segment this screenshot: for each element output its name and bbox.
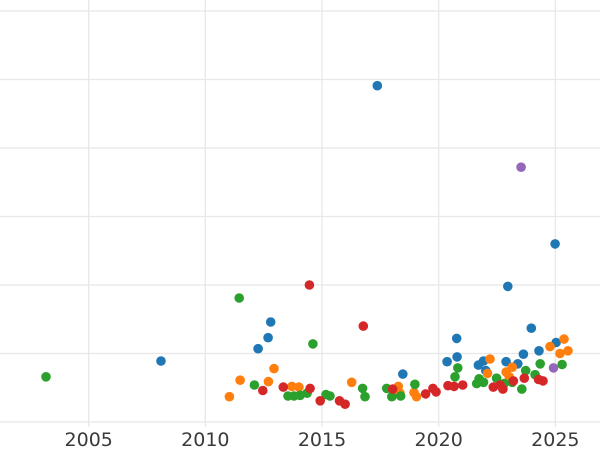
data-point-green xyxy=(387,391,397,402)
data-point-red xyxy=(304,280,315,290)
data-point-green xyxy=(360,391,370,402)
data-point-orange xyxy=(269,363,279,374)
data-point-blue xyxy=(518,349,529,360)
x-tick-label: 2020 xyxy=(415,429,463,450)
data-point-green xyxy=(520,365,531,376)
data-point-blue xyxy=(442,356,452,367)
x-tick-label: 2015 xyxy=(298,429,346,450)
data-point-orange xyxy=(346,377,357,388)
data-point-green xyxy=(557,359,567,370)
data-point-red xyxy=(420,389,431,399)
data-point-red xyxy=(457,380,468,390)
data-point-blue xyxy=(263,332,273,343)
data-point-purple xyxy=(548,363,559,373)
data-point-green xyxy=(325,391,335,401)
data-point-green xyxy=(234,293,244,303)
x-tick-label: 2025 xyxy=(531,429,579,450)
data-point-orange xyxy=(224,391,235,402)
data-point-red xyxy=(315,396,326,406)
data-point-green xyxy=(478,377,489,388)
data-point-green xyxy=(450,372,460,382)
data-point-blue xyxy=(265,317,276,327)
data-point-green xyxy=(410,379,420,390)
data-point-red xyxy=(358,321,369,331)
data-point-blue xyxy=(501,356,511,367)
data-point-green xyxy=(517,384,527,394)
data-point-orange xyxy=(559,334,569,344)
data-point-orange xyxy=(482,368,493,379)
data-point-red xyxy=(387,384,398,394)
data-point-green xyxy=(535,359,545,369)
data-point-orange xyxy=(411,391,422,402)
data-point-blue xyxy=(452,352,462,362)
data-point-red xyxy=(305,383,315,394)
data-point-blue xyxy=(534,346,544,356)
data-point-red xyxy=(258,385,268,396)
data-point-orange xyxy=(235,375,245,386)
data-point-blue xyxy=(503,281,513,292)
data-point-green xyxy=(41,372,51,382)
data-point-red xyxy=(519,373,530,384)
data-point-blue xyxy=(156,356,166,366)
data-point-blue xyxy=(398,369,408,379)
x-tick-label: 2005 xyxy=(65,429,113,450)
data-point-green xyxy=(357,383,368,394)
data-point-blue xyxy=(550,239,560,249)
data-point-purple xyxy=(516,162,526,172)
data-point-red xyxy=(278,382,289,392)
data-point-orange xyxy=(287,381,297,392)
data-point-orange xyxy=(563,346,573,356)
data-point-orange xyxy=(507,362,517,373)
data-point-green xyxy=(395,391,406,401)
data-point-red xyxy=(431,387,441,397)
data-point-blue xyxy=(372,80,383,91)
data-point-blue xyxy=(526,323,537,334)
data-point-orange xyxy=(263,376,274,387)
data-point-blue xyxy=(253,343,263,354)
data-point-green xyxy=(249,380,260,390)
data-point-red xyxy=(508,376,519,386)
data-point-orange xyxy=(294,382,304,392)
data-point-red xyxy=(498,384,508,394)
data-point-red xyxy=(340,399,350,410)
data-point-red xyxy=(449,381,459,392)
data-point-blue xyxy=(451,333,462,344)
data-point-green xyxy=(308,339,318,349)
data-point-green xyxy=(453,363,463,373)
data-point-orange xyxy=(545,341,555,352)
data-point-orange xyxy=(555,348,565,359)
data-point-red xyxy=(538,376,548,386)
x-tick-label: 2010 xyxy=(181,429,229,450)
data-point-orange xyxy=(485,354,495,364)
